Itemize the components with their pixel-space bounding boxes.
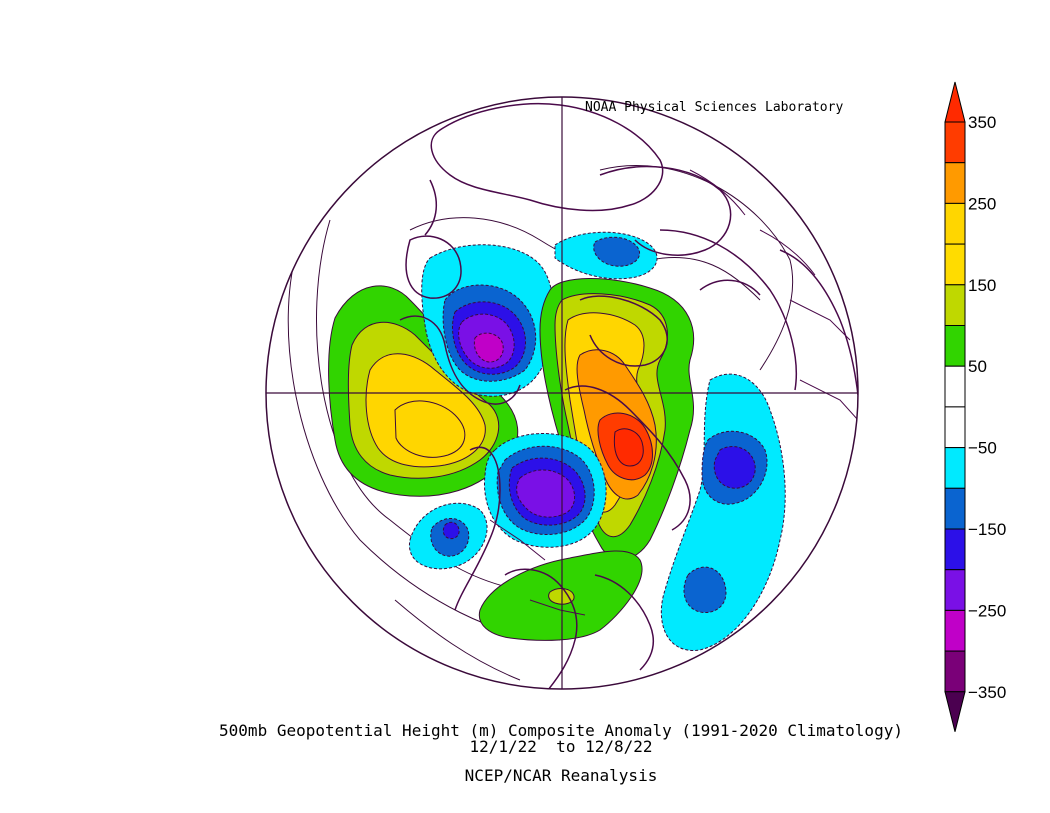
colorbar-tick-label: 250 [968,194,996,213]
map-boundary [265,96,859,690]
colorbar-bin [944,528,966,571]
colorbar-tick-label: −150 [968,520,1006,539]
colorbar-bin [944,406,966,449]
colorbar-tick-label: 350 [968,113,996,132]
colorbar-bin [944,243,966,286]
caption-source: NCEP/NCAR Reanalysis [464,766,658,785]
colorbar-bin [944,569,966,611]
positive-anomaly-west [328,285,519,497]
colorbar-bin [944,365,966,408]
colorbar-bin [944,609,966,652]
colorbar-bin [944,121,966,164]
positive-anomaly-south [478,550,643,641]
map-disk [266,97,858,689]
negative-anomaly-canada [483,433,607,548]
negative-anomaly-west-atlantic [409,502,488,570]
colorbar-bin [944,650,966,693]
caption-title: 500mb Geopotential Height (m) Composite … [219,721,903,740]
colorbar-bin [944,202,966,245]
colorbar-tick-label: −350 [968,683,1006,702]
negative-anomaly-siberia [554,231,658,280]
negative-anomaly-east-pacific [660,373,786,651]
credit-label: NOAA Physical Sciences Laboratory [585,100,844,115]
colorbar-bin-top [944,81,966,123]
colorbar-bin [944,447,966,489]
coastlines [399,102,858,689]
colorbar-tick-label: −50 [968,439,997,458]
colorbar-tick-label: 50 [968,357,987,376]
colorbar-bin [944,284,966,326]
colorbar-bin [944,487,966,530]
colorbar-bin [944,325,966,367]
colorbar-tick-label: 150 [968,276,996,295]
negative-anomaly-greenland [421,244,554,397]
colorbar-tick-label: −250 [968,601,1006,620]
colorbar: 350 250 150 50 −50 −150 −250 −350 [944,81,1006,732]
borders [489,169,858,616]
colorbar-bin [944,162,966,204]
colorbar-bin-bottom [944,691,966,732]
caption-dates: 12/1/22 to 12/8/22 [469,737,653,756]
